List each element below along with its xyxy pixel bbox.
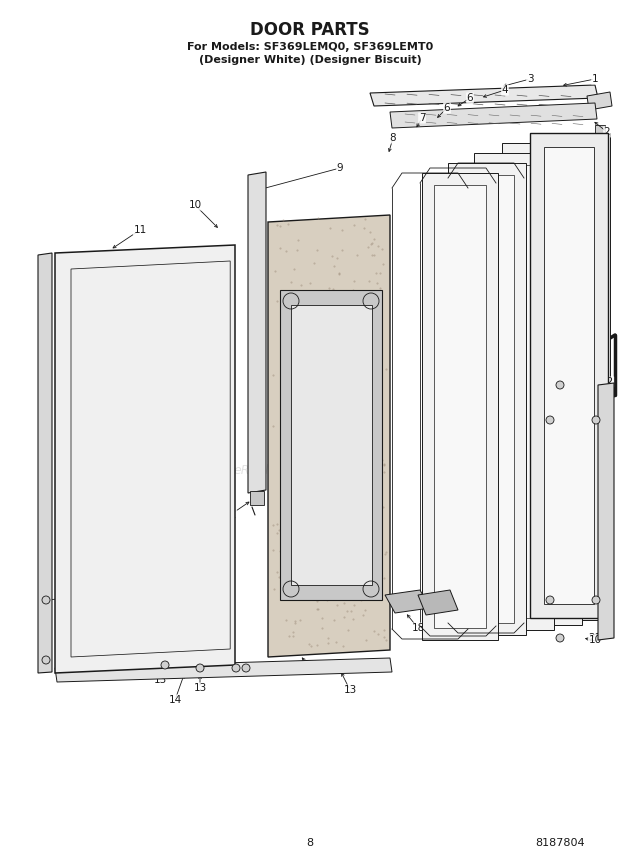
Text: 10: 10 — [588, 635, 601, 645]
Text: 11: 11 — [133, 225, 146, 235]
Polygon shape — [544, 147, 594, 604]
Circle shape — [42, 596, 50, 604]
Circle shape — [546, 596, 554, 604]
Polygon shape — [530, 133, 610, 620]
Text: eReplacementParts.com: eReplacementParts.com — [234, 463, 386, 477]
Text: 13: 13 — [65, 593, 79, 603]
Text: 21: 21 — [223, 510, 237, 520]
Text: DOOR PARTS: DOOR PARTS — [250, 21, 370, 39]
Polygon shape — [55, 658, 392, 682]
Text: 18: 18 — [412, 623, 425, 633]
Polygon shape — [268, 215, 390, 657]
Polygon shape — [248, 172, 266, 493]
Polygon shape — [598, 383, 614, 640]
Polygon shape — [542, 145, 598, 608]
Circle shape — [42, 656, 50, 664]
Text: 19: 19 — [453, 623, 467, 633]
Polygon shape — [250, 491, 264, 505]
Circle shape — [161, 661, 169, 669]
Text: 12: 12 — [303, 663, 317, 673]
Text: 12: 12 — [65, 253, 79, 263]
Polygon shape — [38, 253, 52, 673]
Polygon shape — [460, 175, 514, 623]
Text: 7: 7 — [418, 113, 425, 123]
Polygon shape — [514, 155, 570, 613]
Text: 14: 14 — [169, 695, 182, 705]
Text: 8187804: 8187804 — [535, 838, 585, 848]
Circle shape — [556, 381, 564, 389]
Polygon shape — [385, 590, 430, 613]
Circle shape — [556, 634, 564, 642]
Polygon shape — [280, 290, 382, 600]
Polygon shape — [55, 245, 235, 673]
Text: For Models: SF369LEMQ0, SF369LEMT0: For Models: SF369LEMQ0, SF369LEMT0 — [187, 42, 433, 52]
Polygon shape — [474, 153, 554, 630]
Polygon shape — [502, 143, 582, 625]
Polygon shape — [448, 163, 526, 635]
Text: 21: 21 — [588, 633, 601, 643]
Text: 13: 13 — [193, 683, 206, 693]
Text: 13: 13 — [343, 685, 356, 695]
Text: 8: 8 — [306, 838, 314, 848]
Polygon shape — [422, 173, 498, 640]
Text: (Designer White) (Designer Biscuit): (Designer White) (Designer Biscuit) — [198, 55, 422, 65]
Text: 10: 10 — [188, 200, 202, 210]
Text: 2: 2 — [604, 127, 610, 137]
Circle shape — [592, 596, 600, 604]
Text: 6: 6 — [444, 103, 450, 113]
Text: 1: 1 — [591, 74, 598, 84]
Circle shape — [232, 664, 240, 672]
Text: 22: 22 — [600, 377, 614, 387]
Text: 17: 17 — [600, 495, 614, 505]
Text: 13: 13 — [153, 675, 167, 685]
Polygon shape — [530, 133, 608, 618]
Polygon shape — [595, 125, 605, 135]
Polygon shape — [587, 92, 612, 110]
Circle shape — [592, 416, 600, 424]
Text: 9: 9 — [337, 163, 343, 173]
Circle shape — [546, 416, 554, 424]
Polygon shape — [418, 590, 458, 615]
Polygon shape — [434, 185, 486, 628]
Text: 4: 4 — [502, 85, 508, 95]
Text: 8: 8 — [390, 133, 396, 143]
Polygon shape — [486, 165, 542, 618]
Text: 3: 3 — [526, 74, 533, 84]
Circle shape — [242, 664, 250, 672]
Polygon shape — [370, 85, 598, 106]
Text: 13: 13 — [600, 565, 614, 575]
Circle shape — [196, 664, 204, 672]
Polygon shape — [291, 305, 372, 585]
Polygon shape — [390, 103, 597, 128]
Text: 6: 6 — [467, 93, 473, 103]
